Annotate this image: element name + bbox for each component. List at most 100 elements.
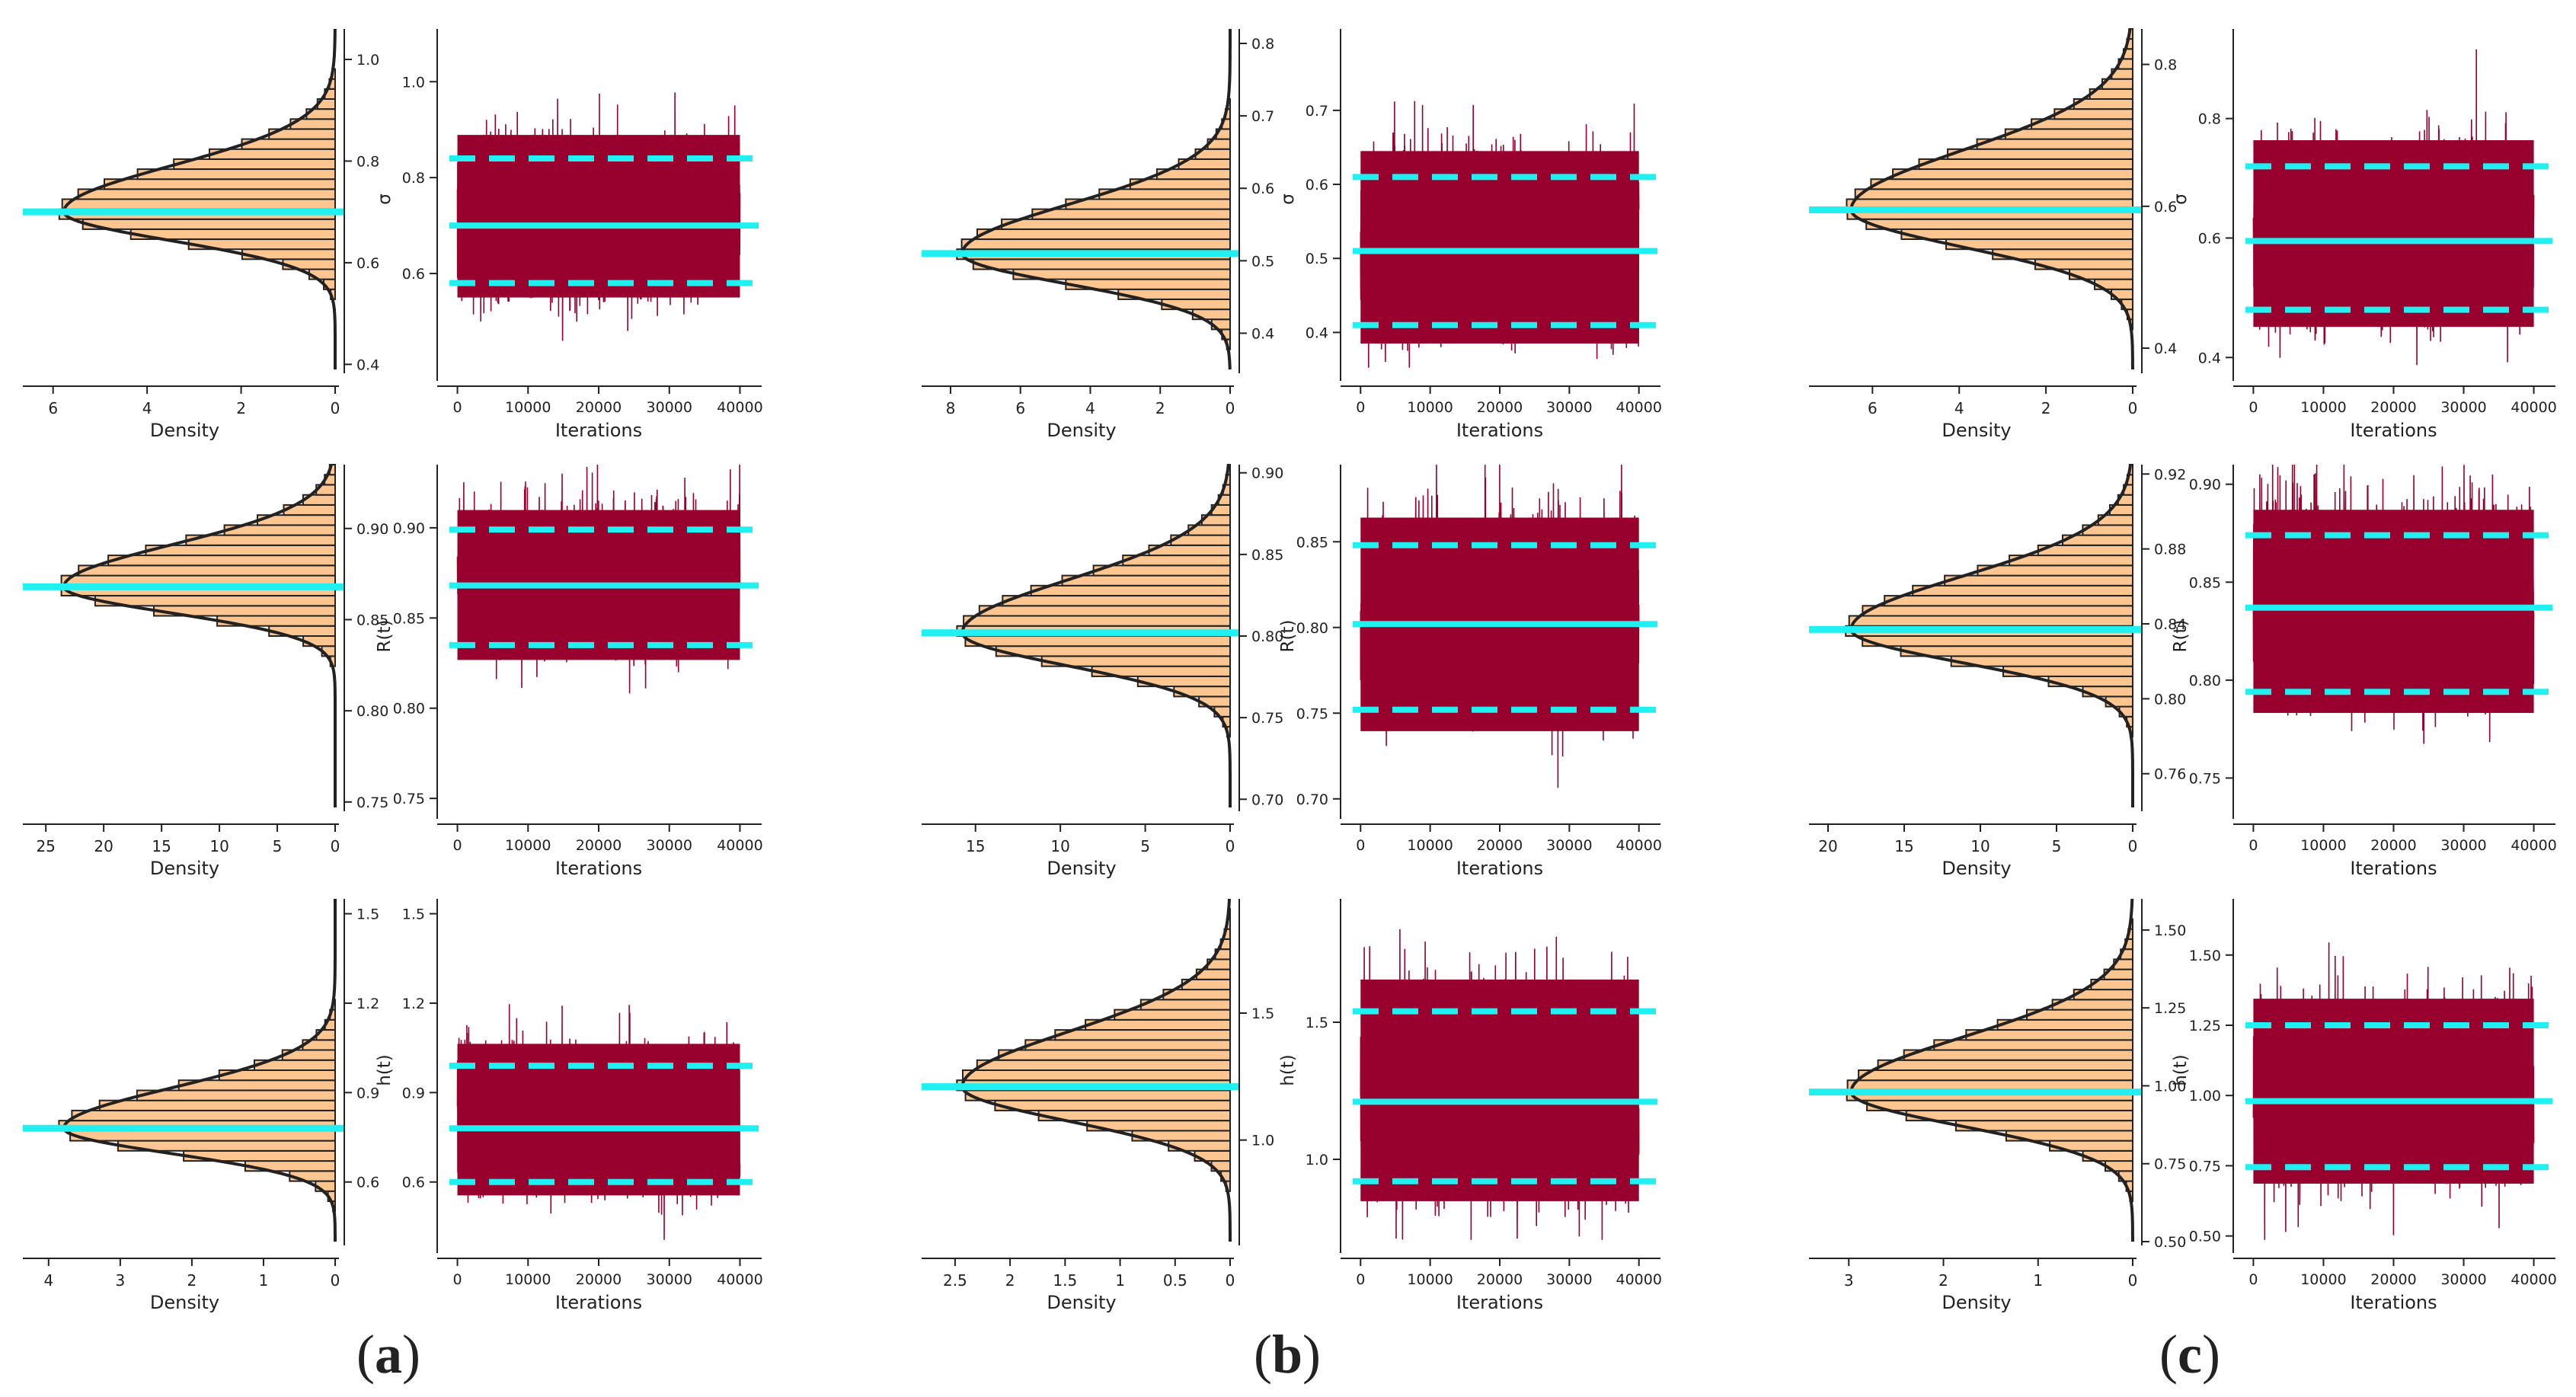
y-tick-label: 1.00	[2154, 1078, 2186, 1095]
x-tick-label: 20000	[2370, 837, 2416, 854]
x-tick-label: 20000	[576, 399, 622, 416]
y-axis-label: R(t)	[1278, 620, 1298, 653]
histogram-bar	[1996, 1018, 2134, 1031]
y-tick-label: 0.80	[1251, 628, 1283, 645]
density-curve	[1849, 898, 2134, 1242]
histogram-bar	[1862, 635, 2133, 647]
y-tick-label: 0.8	[1251, 36, 1274, 53]
x-tick-label: 1	[1115, 1271, 1125, 1290]
x-tick-label: 2	[187, 1271, 197, 1290]
histogram-bar	[1944, 574, 2134, 587]
trace-line	[456, 92, 741, 341]
x-tick-label: 0	[1226, 837, 1235, 855]
y-axis-label: R(t)	[375, 620, 395, 653]
density-curve	[960, 898, 1232, 1242]
x-tick-label: 40000	[2510, 399, 2556, 416]
x-tick-label: 6	[48, 399, 58, 417]
y-axis-label: σ	[375, 193, 395, 205]
density-curve	[62, 29, 337, 369]
histogram-bar	[978, 605, 1232, 617]
trace-line	[1360, 464, 1640, 788]
histogram-bar	[1001, 218, 1231, 230]
x-axis-label: Density	[1047, 420, 1116, 441]
x-tick-label: 30000	[2440, 837, 2486, 854]
histogram-bar	[61, 198, 336, 210]
x-tick-label: 25	[36, 837, 55, 855]
x-tick-label: 30000	[2440, 399, 2486, 416]
x-axis-label: Iterations	[555, 858, 642, 879]
y-tick-label: 1.2	[356, 996, 379, 1012]
x-tick-label: 40000	[1616, 399, 1662, 416]
y-tick-label: 1.50	[2154, 922, 2186, 939]
x-tick-label: 10000	[505, 1271, 551, 1288]
histogram-bar	[1098, 188, 1231, 200]
x-tick-label: 10000	[505, 837, 551, 854]
x-tick-label: 40000	[717, 837, 762, 854]
histogram-bar	[2026, 1009, 2133, 1021]
x-tick-label: 20000	[1477, 837, 1523, 854]
trace-line	[1360, 101, 1640, 368]
plots-layer: 6 4 2 0 Density 0.4 0.6 0.8 1.00 10000 20000 30000 4…	[23, 28, 2557, 1313]
histogram-bar	[1866, 1099, 2134, 1111]
y-tick-label: 1.5	[1306, 1015, 1328, 1031]
x-axis-label: Iterations	[2350, 1292, 2437, 1313]
x-tick-label: 1.5	[1053, 1271, 1077, 1290]
x-tick-label: 3	[1844, 1271, 1854, 1290]
x-tick-label: 10000	[1407, 399, 1453, 416]
x-tick-label: 5	[1140, 837, 1150, 855]
y-tick-label: 0.80	[2154, 691, 2186, 708]
x-tick-label: 0	[2128, 399, 2138, 417]
y-tick-label: 0.7	[1251, 108, 1274, 125]
histogram-bar	[136, 1089, 336, 1101]
x-tick-label: 3	[115, 1271, 125, 1290]
y-tick-label: 0.8	[2154, 57, 2177, 74]
histogram-bar	[71, 1109, 337, 1122]
x-tick-label: 0	[452, 399, 462, 416]
y-tick-label: 1.25	[2154, 1000, 2186, 1017]
histogram-bar	[1114, 1009, 1232, 1021]
histogram-bar	[1858, 1069, 2134, 1082]
y-tick-label: 1.00	[2189, 1088, 2221, 1104]
histogram-bar	[1854, 188, 2133, 200]
y-axis-label: R(t)	[2171, 620, 2191, 653]
y-tick-label: 0.75	[1251, 710, 1283, 727]
y-tick-label: 1.5	[1251, 1005, 1274, 1022]
x-tick-label: 0	[452, 837, 462, 854]
histogram-a-r-t: 25 20 15 10 5 0 Density 0.75 0.80 0.85 0.90	[23, 464, 388, 879]
y-axis-label: σ	[1278, 193, 1298, 205]
panel-label-c: (c)	[2159, 1324, 2220, 1385]
trace-b-sigma: 0 10000 20000 30000 40000 Iterations 0.4 0.5 0.6…	[1278, 29, 1662, 441]
x-tick-label: 20000	[1477, 1271, 1523, 1288]
trace-b-h-t: 0 10000 20000 30000 40000 Iterations 1.0 1.5 h(t…	[1278, 899, 1662, 1313]
x-axis-label: Density	[150, 420, 219, 441]
y-tick-label: 0.85	[393, 610, 425, 627]
histogram-bar	[1092, 564, 1231, 577]
histogram-bar	[972, 258, 1232, 270]
x-tick-label: 30000	[1546, 1271, 1592, 1288]
y-tick-label: 0.9	[402, 1085, 425, 1101]
x-tick-label: 2	[236, 399, 246, 417]
density-curve	[62, 899, 337, 1242]
y-tick-label: 0.50	[2189, 1229, 2221, 1245]
y-tick-label: 0.90	[1251, 465, 1283, 482]
histogram-c-sigma: 6 4 2 0 Density 0.4 0.6 0.8	[1809, 28, 2177, 441]
y-tick-label: 0.6	[356, 255, 379, 272]
histogram-bar	[1877, 1059, 2134, 1072]
x-axis-label: Iterations	[555, 420, 642, 441]
histogram-bar	[302, 635, 337, 647]
histogram-bar	[289, 1170, 336, 1182]
y-tick-label: 0.85	[2189, 574, 2221, 591]
x-tick-label: 4	[43, 1271, 53, 1290]
y-tick-label: 0.4	[2154, 340, 2177, 357]
histogram-bar	[2004, 128, 2134, 140]
y-tick-label: 0.85	[1296, 534, 1328, 551]
histogram-bar	[1912, 584, 2133, 596]
y-tick-label: 0.5	[1306, 251, 1328, 267]
histogram-bar	[1884, 595, 2133, 607]
x-axis-label: Density	[1942, 1292, 2011, 1313]
y-tick-label: 0.85	[1251, 547, 1283, 564]
histogram-bar	[1002, 595, 1232, 607]
y-axis-label: h(t)	[1278, 1054, 1298, 1086]
histogram-bar	[1900, 645, 2133, 657]
